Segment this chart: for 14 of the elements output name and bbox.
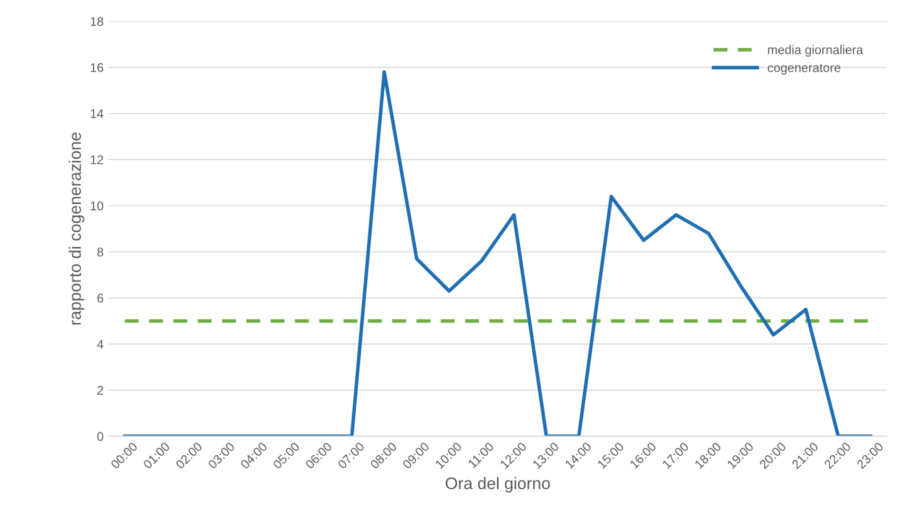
legend-label: cogeneratore xyxy=(768,64,840,75)
y-tick-label: 10 xyxy=(90,202,104,210)
y-tick-label: 14 xyxy=(90,109,104,118)
y-tick-label: 16 xyxy=(90,63,104,72)
y-tick-label: 8 xyxy=(97,248,104,256)
y-tick-label: 0 xyxy=(97,432,104,441)
legend-label: media giornaliera xyxy=(768,45,864,57)
y-tick-label: 6 xyxy=(97,294,104,303)
y-tick-label: 18 xyxy=(90,17,104,26)
x-axis-title: Ora del giorno xyxy=(446,477,550,493)
y-tick-label: 2 xyxy=(97,386,104,395)
y-axis-title: rapporto di cogenerazione xyxy=(68,132,84,324)
y-tick-label: 4 xyxy=(97,340,104,349)
y-tick-label: 12 xyxy=(90,155,104,164)
